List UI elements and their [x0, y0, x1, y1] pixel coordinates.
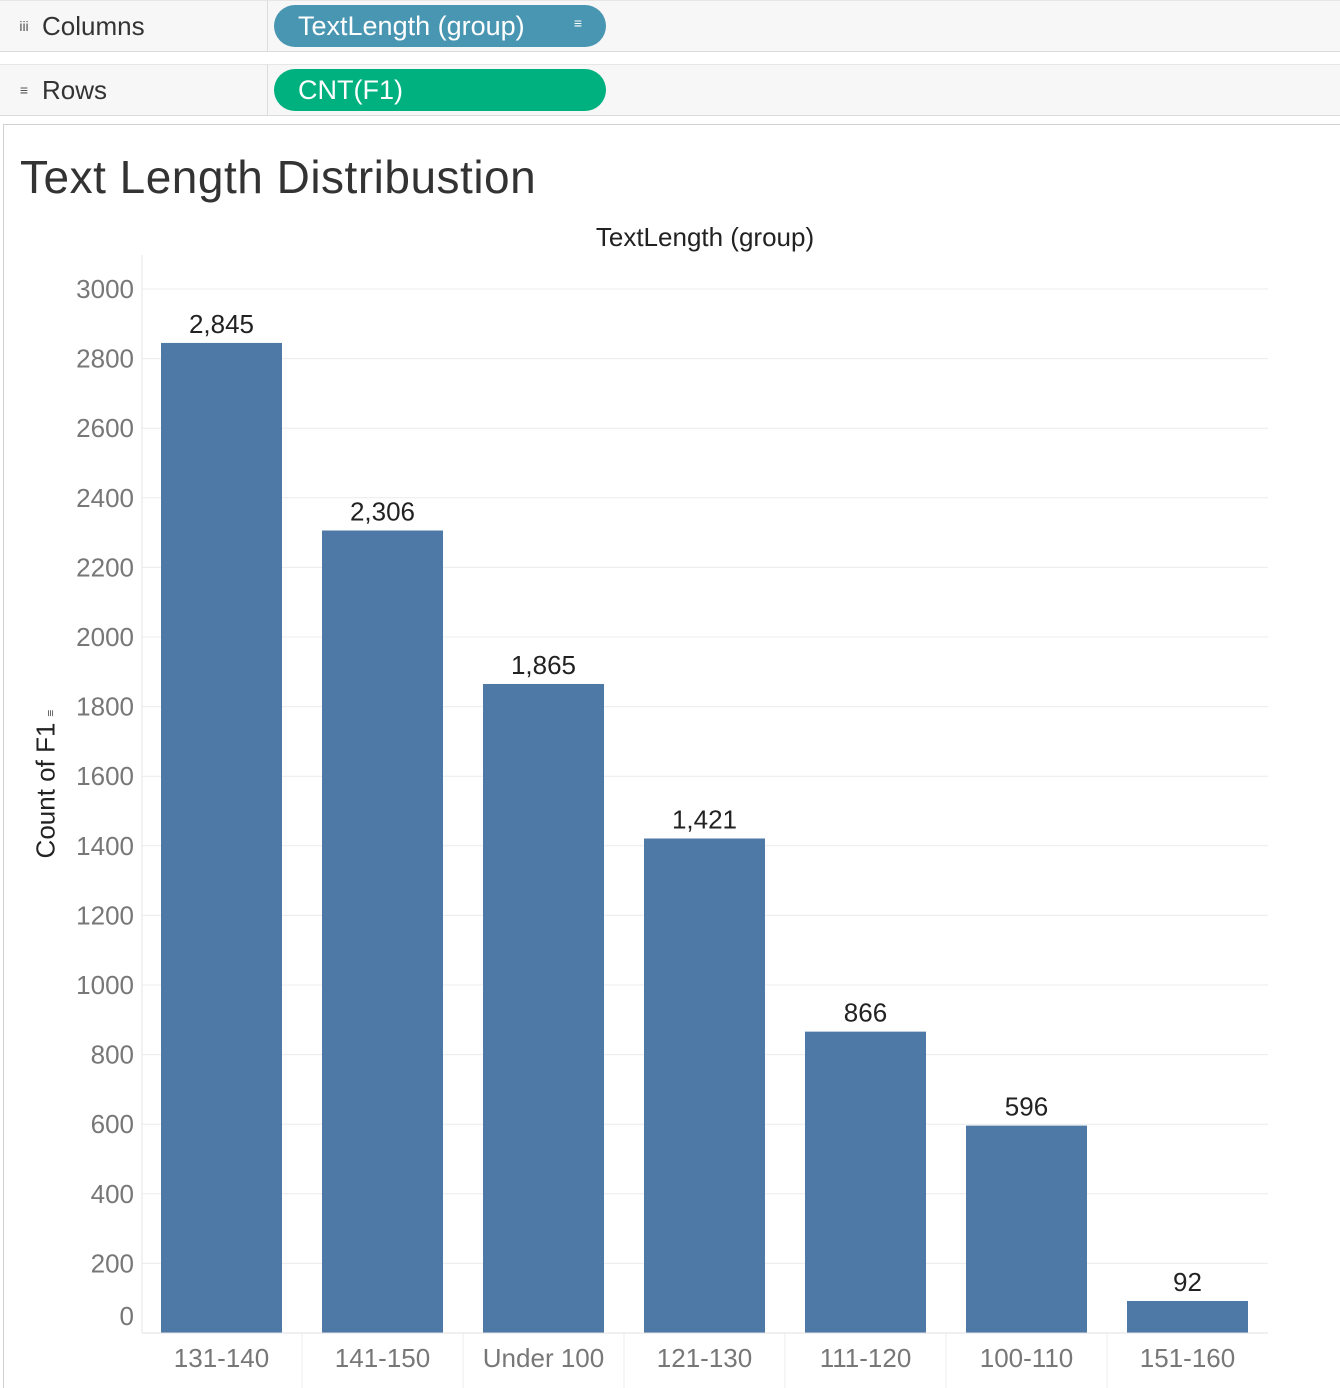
columns-shelf: iii Columns TextLength (group) ≡ — [0, 0, 1340, 52]
rows-shelf-label: ≡ Rows — [0, 65, 268, 115]
rows-label: Rows — [42, 74, 108, 105]
chart-title: Text Length Distribustion — [20, 151, 537, 203]
textlength-group-pill[interactable]: TextLength (group) ≡ — [274, 5, 606, 47]
textlength-group-pill-label: TextLength (group) — [298, 10, 525, 41]
cnt-f1-pill[interactable]: CNT(F1) — [274, 69, 606, 111]
column-header: TextLength (group) — [595, 222, 815, 252]
sort-descending-icon[interactable]: ≡ — [573, 15, 582, 31]
columns-icon: iii — [19, 18, 29, 34]
rows-icon: ≡ — [19, 82, 29, 98]
rows-shelf: ≡ Rows CNT(F1) — [0, 64, 1340, 116]
y-sort-icon[interactable]: ≡ — [43, 709, 58, 717]
y-axis-title-text: Count of F1 — [30, 722, 61, 859]
y-axis-title: Count of F1 ≡ — [31, 710, 62, 859]
columns-shelf-label: iii Columns — [0, 1, 268, 51]
worksheet-panel — [3, 124, 1340, 1388]
cnt-f1-pill-label: CNT(F1) — [298, 74, 403, 105]
columns-label: Columns — [42, 10, 145, 41]
